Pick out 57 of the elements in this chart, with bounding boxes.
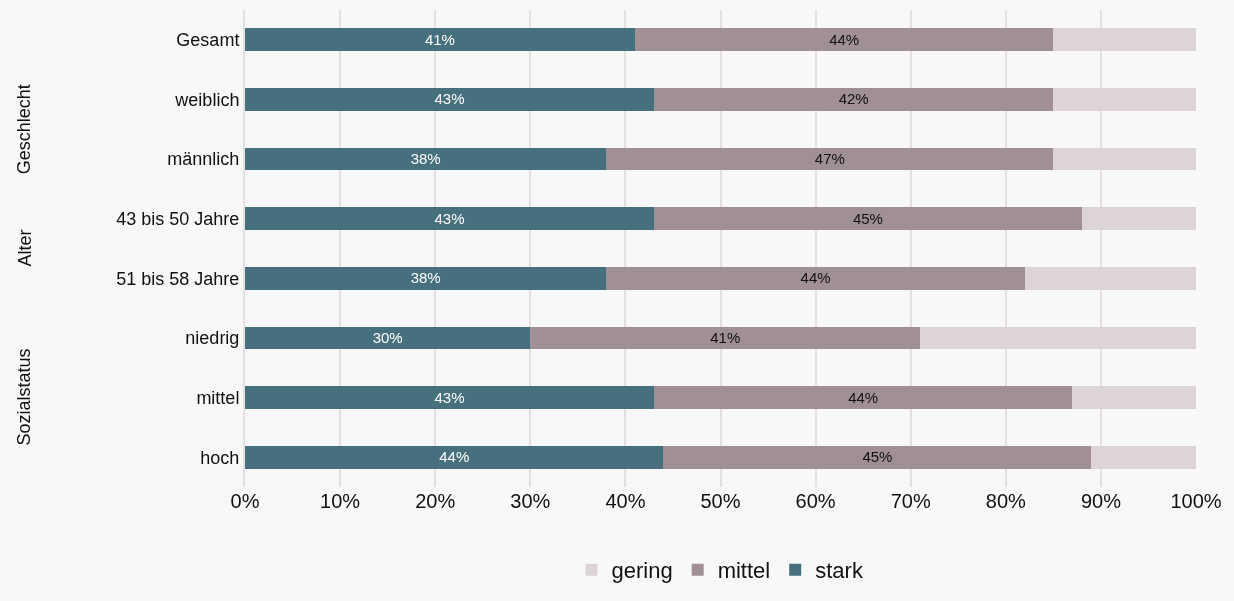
legend-label: mittel bbox=[717, 558, 771, 584]
data-label: 45% bbox=[862, 448, 893, 466]
bar bbox=[245, 147, 607, 171]
data-label: 44% bbox=[800, 269, 831, 287]
data-label: 30% bbox=[372, 328, 403, 346]
bar bbox=[245, 326, 531, 350]
y-tick-label: 51 bis 58 Jahre bbox=[116, 268, 240, 289]
data-label: 45% bbox=[852, 209, 883, 227]
data-label: 41% bbox=[424, 30, 455, 48]
bar bbox=[245, 207, 654, 231]
data-label: 41% bbox=[710, 328, 741, 346]
data-label: 43% bbox=[434, 209, 465, 227]
y-tick-label: männlich bbox=[167, 149, 240, 170]
y-tick-label: weiblich bbox=[174, 89, 240, 110]
y-tick-label: mittel bbox=[196, 387, 240, 408]
legend-label: gering bbox=[611, 558, 673, 584]
text: Geschlecht bbox=[13, 84, 34, 175]
x-tick-label: 80% bbox=[985, 490, 1027, 512]
x-tick-label: 100% bbox=[1170, 490, 1222, 512]
y-tick-label: hoch bbox=[200, 447, 240, 468]
data-label: 38% bbox=[410, 150, 441, 168]
y-tick-label: niedrig bbox=[185, 328, 240, 349]
bar bbox=[653, 386, 1073, 409]
data-label: 47% bbox=[814, 150, 845, 168]
x-tick-label: 40% bbox=[605, 490, 646, 512]
bar bbox=[245, 28, 635, 52]
y-tick-label: 43 bis 50 Jahre bbox=[116, 208, 240, 229]
data-label: 44% bbox=[829, 30, 860, 48]
data-label: 44% bbox=[848, 388, 879, 406]
data-label: 43% bbox=[434, 90, 465, 108]
bar bbox=[606, 266, 1025, 290]
bar bbox=[653, 207, 1082, 231]
bar bbox=[663, 445, 1092, 469]
bar bbox=[245, 88, 654, 111]
x-tick-label: 50% bbox=[700, 490, 741, 512]
bar bbox=[245, 445, 664, 469]
data-label: 38% bbox=[410, 269, 441, 287]
data-label: 44% bbox=[439, 448, 470, 466]
bar bbox=[245, 386, 654, 409]
text: Sozialstatus bbox=[14, 348, 35, 446]
data-label: 43% bbox=[434, 388, 465, 406]
x-tick-label: 90% bbox=[1080, 490, 1122, 512]
bar bbox=[530, 326, 921, 350]
x-tick-label: 10% bbox=[320, 490, 361, 512]
x-tick-label: 60% bbox=[795, 490, 836, 512]
data-label: 42% bbox=[838, 90, 869, 108]
x-tick-label: 30% bbox=[510, 490, 551, 512]
y-tick-label: Gesamt bbox=[176, 30, 240, 51]
x-tick-label: 70% bbox=[890, 490, 931, 512]
text: Alter bbox=[14, 229, 35, 267]
x-tick-label: 20% bbox=[415, 490, 456, 512]
x-tick-label: 0% bbox=[230, 490, 260, 512]
legend-label: stark bbox=[815, 558, 864, 584]
bar bbox=[245, 266, 607, 290]
bar bbox=[634, 28, 1054, 52]
bar bbox=[606, 147, 1054, 171]
bar bbox=[653, 88, 1054, 111]
